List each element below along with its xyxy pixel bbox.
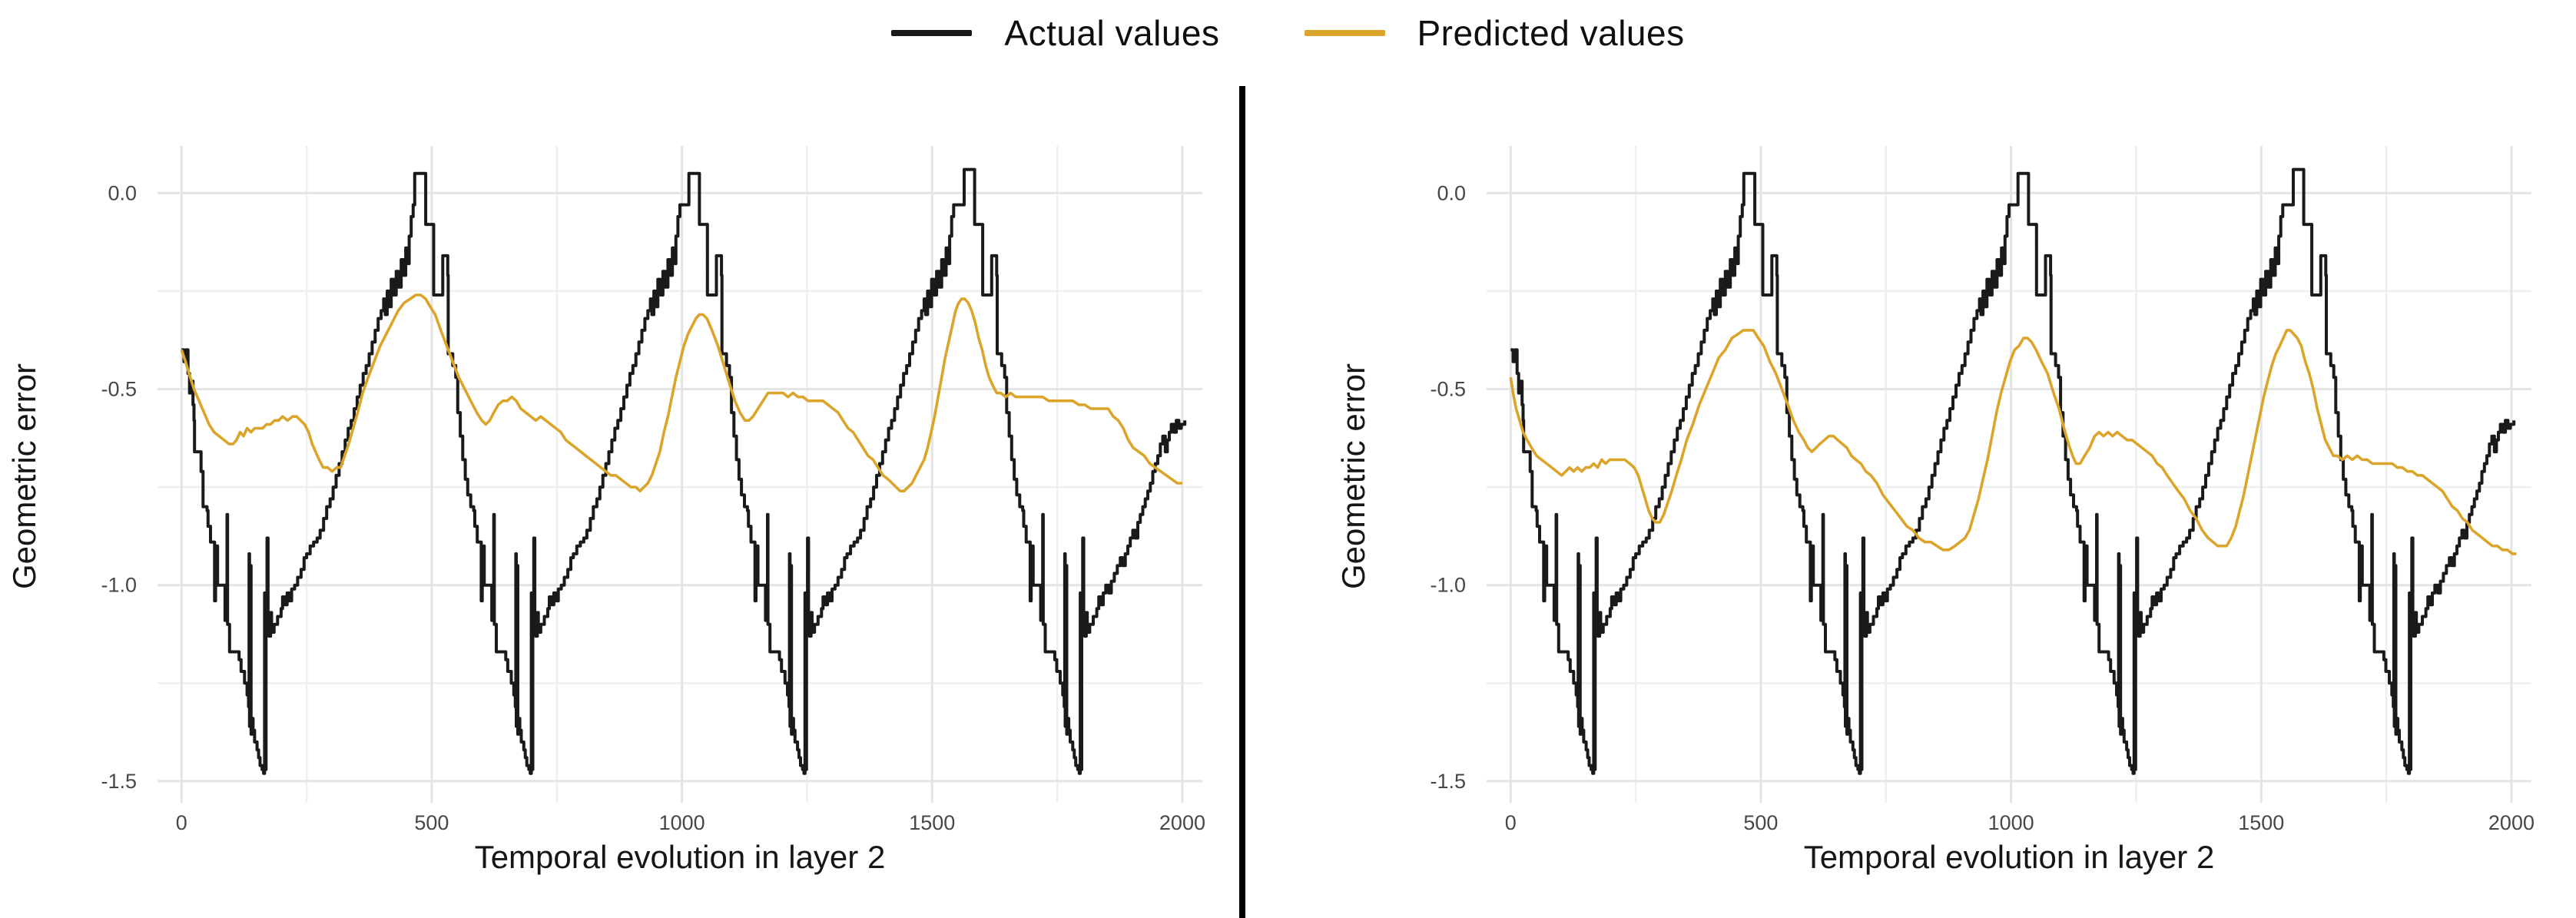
tick-labels: 0.0 -0.5 -1.0 -1.5 0 500 1000 1500 2000: [1430, 181, 2535, 834]
svg-text:2000: 2000: [2488, 811, 2535, 834]
svg-text:-1.0: -1.0: [101, 574, 137, 597]
chart-canvas: 0.0 -0.5 -1.0 -1.5 0 500 1000 1500 2000: [1430, 146, 2535, 834]
svg-text:-0.5: -0.5: [101, 377, 137, 400]
svg-text:500: 500: [1743, 811, 1778, 834]
series-actual: [181, 167, 1187, 775]
series-predicted: [1509, 329, 2517, 555]
svg-text:1500: 1500: [909, 811, 955, 834]
svg-text:-1.5: -1.5: [1430, 770, 1466, 793]
gridlines: [157, 146, 1202, 803]
gridlines: [1487, 146, 2531, 803]
chart-canvas: 0.0 -0.5 -1.0 -1.5 0 500 1000 1500 2000: [101, 146, 1205, 834]
x-axis-title-right: Temporal evolution in layer 2: [1803, 839, 2215, 875]
chart-layer2-left: Geometric error Temporal evolution in la…: [0, 0, 1233, 918]
svg-text:1000: 1000: [659, 811, 705, 834]
tick-labels: 0.0 -0.5 -1.0 -1.5 0 500 1000 1500 2000: [101, 181, 1205, 834]
chart-layer2-right: Geometric error Temporal evolution in la…: [1329, 0, 2562, 918]
svg-text:2000: 2000: [1159, 811, 1205, 834]
x-axis-title-left: Temporal evolution in layer 2: [474, 839, 886, 875]
svg-text:0.0: 0.0: [1437, 181, 1466, 204]
svg-text:1000: 1000: [1988, 811, 2034, 834]
svg-text:-1.5: -1.5: [101, 770, 137, 793]
svg-text:-1.0: -1.0: [1430, 574, 1466, 597]
svg-text:0.0: 0.0: [108, 181, 137, 204]
series-predicted: [180, 293, 1182, 492]
svg-text:0: 0: [1505, 811, 1517, 834]
panel-divider: [1239, 86, 1245, 918]
svg-text:-0.5: -0.5: [1430, 377, 1466, 400]
svg-text:500: 500: [414, 811, 449, 834]
svg-text:1500: 1500: [2238, 811, 2284, 834]
svg-text:0: 0: [176, 811, 187, 834]
series-actual: [1510, 167, 2516, 775]
